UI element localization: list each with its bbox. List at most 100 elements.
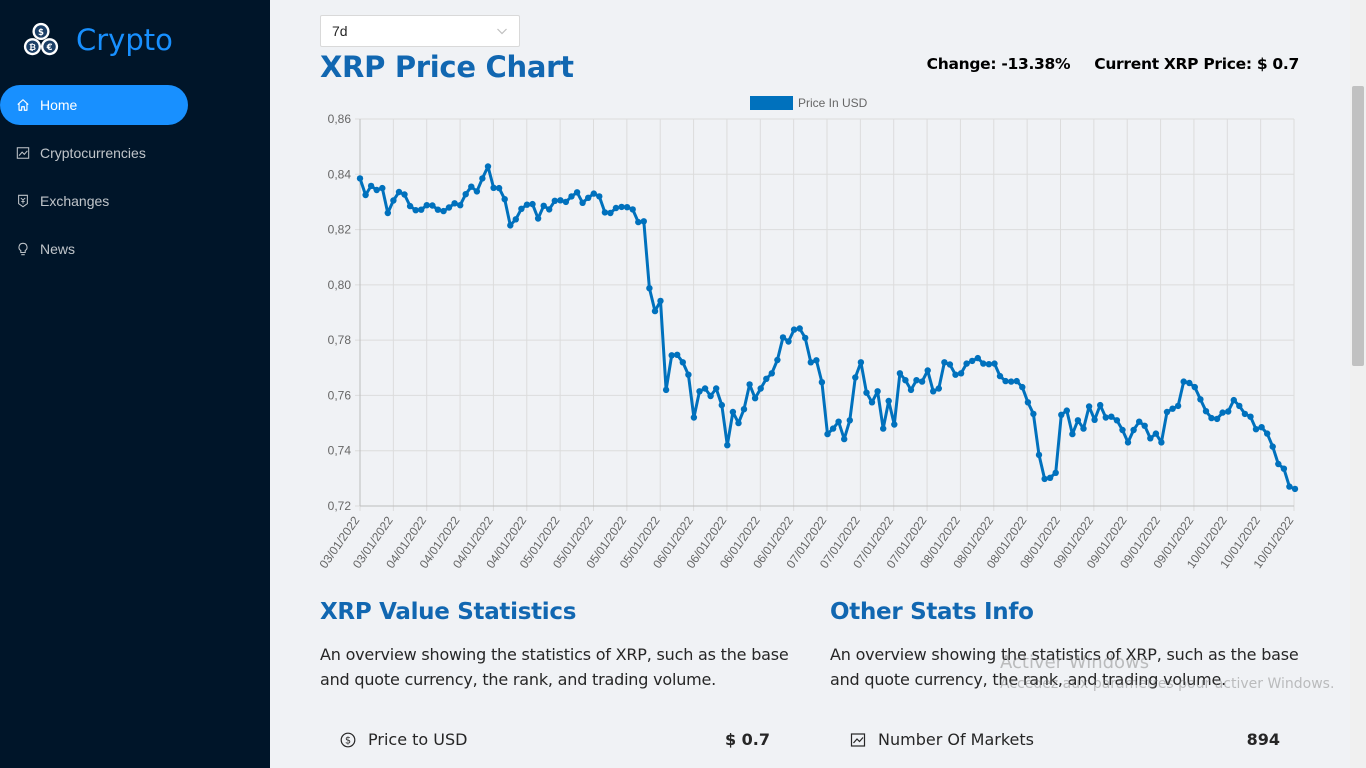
price-point bbox=[896, 370, 904, 377]
price-point bbox=[1225, 408, 1232, 415]
price-point bbox=[696, 388, 703, 395]
price-point bbox=[562, 198, 570, 206]
price-point bbox=[1102, 414, 1109, 421]
price-point bbox=[740, 406, 748, 413]
sidebar-item-exchanges[interactable]: Exchanges bbox=[0, 181, 188, 221]
price-point bbox=[429, 202, 436, 209]
price-point bbox=[440, 207, 447, 215]
price-point bbox=[1230, 396, 1237, 404]
price-point bbox=[629, 206, 636, 213]
stat-label-group: Number Of Markets bbox=[850, 730, 1034, 749]
price-point bbox=[1280, 465, 1288, 472]
watermark-line2: Accédez aux paramètres pour activer Wind… bbox=[1000, 676, 1335, 692]
price-point bbox=[596, 193, 603, 200]
sidebar-item-home[interactable]: Home bbox=[0, 85, 188, 125]
price-point bbox=[980, 360, 987, 367]
price-point bbox=[523, 201, 531, 208]
vertical-scrollbar[interactable] bbox=[1350, 0, 1366, 768]
sidebar-item-cryptocurrencies[interactable]: Cryptocurrencies bbox=[0, 133, 188, 173]
price-point bbox=[751, 395, 759, 402]
price-point bbox=[1219, 409, 1226, 416]
price-point bbox=[985, 361, 993, 368]
price-point bbox=[607, 209, 614, 217]
price-point bbox=[1063, 407, 1070, 414]
price-point bbox=[1147, 435, 1154, 442]
price-point bbox=[880, 425, 887, 432]
price-point bbox=[1197, 396, 1204, 403]
price-point bbox=[1080, 425, 1087, 432]
price-point bbox=[1213, 415, 1221, 423]
scrollbar-thumb[interactable] bbox=[1352, 86, 1364, 366]
price-point bbox=[590, 190, 597, 197]
price-point bbox=[1030, 410, 1037, 418]
price-point bbox=[1085, 403, 1093, 410]
logo[interactable]: $ ₿ € Crypto bbox=[22, 20, 173, 60]
app-title[interactable]: Crypto bbox=[76, 23, 173, 57]
price-point bbox=[841, 435, 848, 443]
price-point bbox=[1236, 402, 1243, 410]
price-point bbox=[367, 182, 375, 190]
price-point bbox=[768, 370, 775, 377]
windows-activation-watermark: Activer Windows Accédez aux paramètres p… bbox=[1000, 652, 1334, 692]
price-point bbox=[996, 372, 1004, 380]
price-point bbox=[902, 377, 909, 384]
price-point bbox=[1169, 405, 1176, 412]
y-tick-label: 0,78 bbox=[328, 333, 352, 347]
price-point bbox=[790, 326, 798, 333]
y-tick-label: 0,76 bbox=[328, 388, 352, 402]
price-point bbox=[668, 352, 675, 359]
price-point bbox=[935, 385, 942, 392]
chart-title: XRP Price Chart bbox=[320, 50, 574, 84]
price-point bbox=[829, 425, 837, 432]
price-point bbox=[1275, 460, 1282, 468]
price-point bbox=[1097, 401, 1104, 409]
price-point bbox=[1163, 408, 1171, 416]
price-point bbox=[952, 371, 959, 378]
price-point bbox=[868, 399, 876, 406]
price-point bbox=[1124, 439, 1132, 446]
price-point bbox=[1152, 430, 1160, 437]
price-point bbox=[623, 204, 631, 211]
price-point bbox=[1258, 424, 1265, 431]
price-point bbox=[774, 356, 781, 364]
price-point bbox=[551, 197, 558, 204]
period-select[interactable]: 7d bbox=[320, 15, 520, 47]
y-tick-label: 0,74 bbox=[328, 444, 352, 458]
price-point bbox=[1186, 379, 1193, 387]
price-point bbox=[479, 175, 486, 182]
stat-value: $ 0.7 bbox=[724, 730, 770, 749]
sidebar-item-news[interactable]: News bbox=[0, 229, 188, 269]
price-point bbox=[384, 209, 391, 217]
money-collect-icon bbox=[18, 194, 28, 208]
stat-label: Number Of Markets bbox=[878, 730, 1035, 749]
price-point bbox=[685, 371, 692, 378]
price-point bbox=[540, 202, 547, 209]
watermark-line1: Activer Windows bbox=[1000, 652, 1150, 673]
price-point bbox=[835, 418, 842, 425]
price-point bbox=[1052, 469, 1059, 476]
price-point bbox=[863, 389, 870, 396]
price-point bbox=[379, 184, 386, 192]
price-point bbox=[1264, 430, 1271, 437]
svg-text:$: $ bbox=[38, 28, 44, 38]
price-point bbox=[707, 392, 714, 400]
price-point bbox=[412, 207, 419, 214]
price-point bbox=[852, 374, 859, 381]
crypto-logo-icon: $ ₿ € bbox=[23, 22, 59, 56]
price-point bbox=[507, 222, 514, 229]
price-point bbox=[846, 417, 853, 424]
price-point bbox=[585, 194, 592, 201]
price-point bbox=[802, 334, 809, 342]
period-select-value: 7d bbox=[332, 23, 348, 39]
price-point bbox=[946, 361, 954, 368]
price-point bbox=[451, 200, 458, 207]
other-stats-description: An overview showing the statistics of XR… bbox=[830, 645, 1299, 689]
price-point bbox=[662, 386, 670, 394]
price-point bbox=[468, 183, 475, 190]
home-icon bbox=[17, 99, 29, 111]
dollar-circle-icon: $ bbox=[340, 732, 356, 747]
price-point bbox=[746, 381, 753, 388]
chevron-down-icon bbox=[497, 28, 507, 35]
price-point bbox=[646, 285, 653, 292]
price-point bbox=[1158, 439, 1165, 446]
